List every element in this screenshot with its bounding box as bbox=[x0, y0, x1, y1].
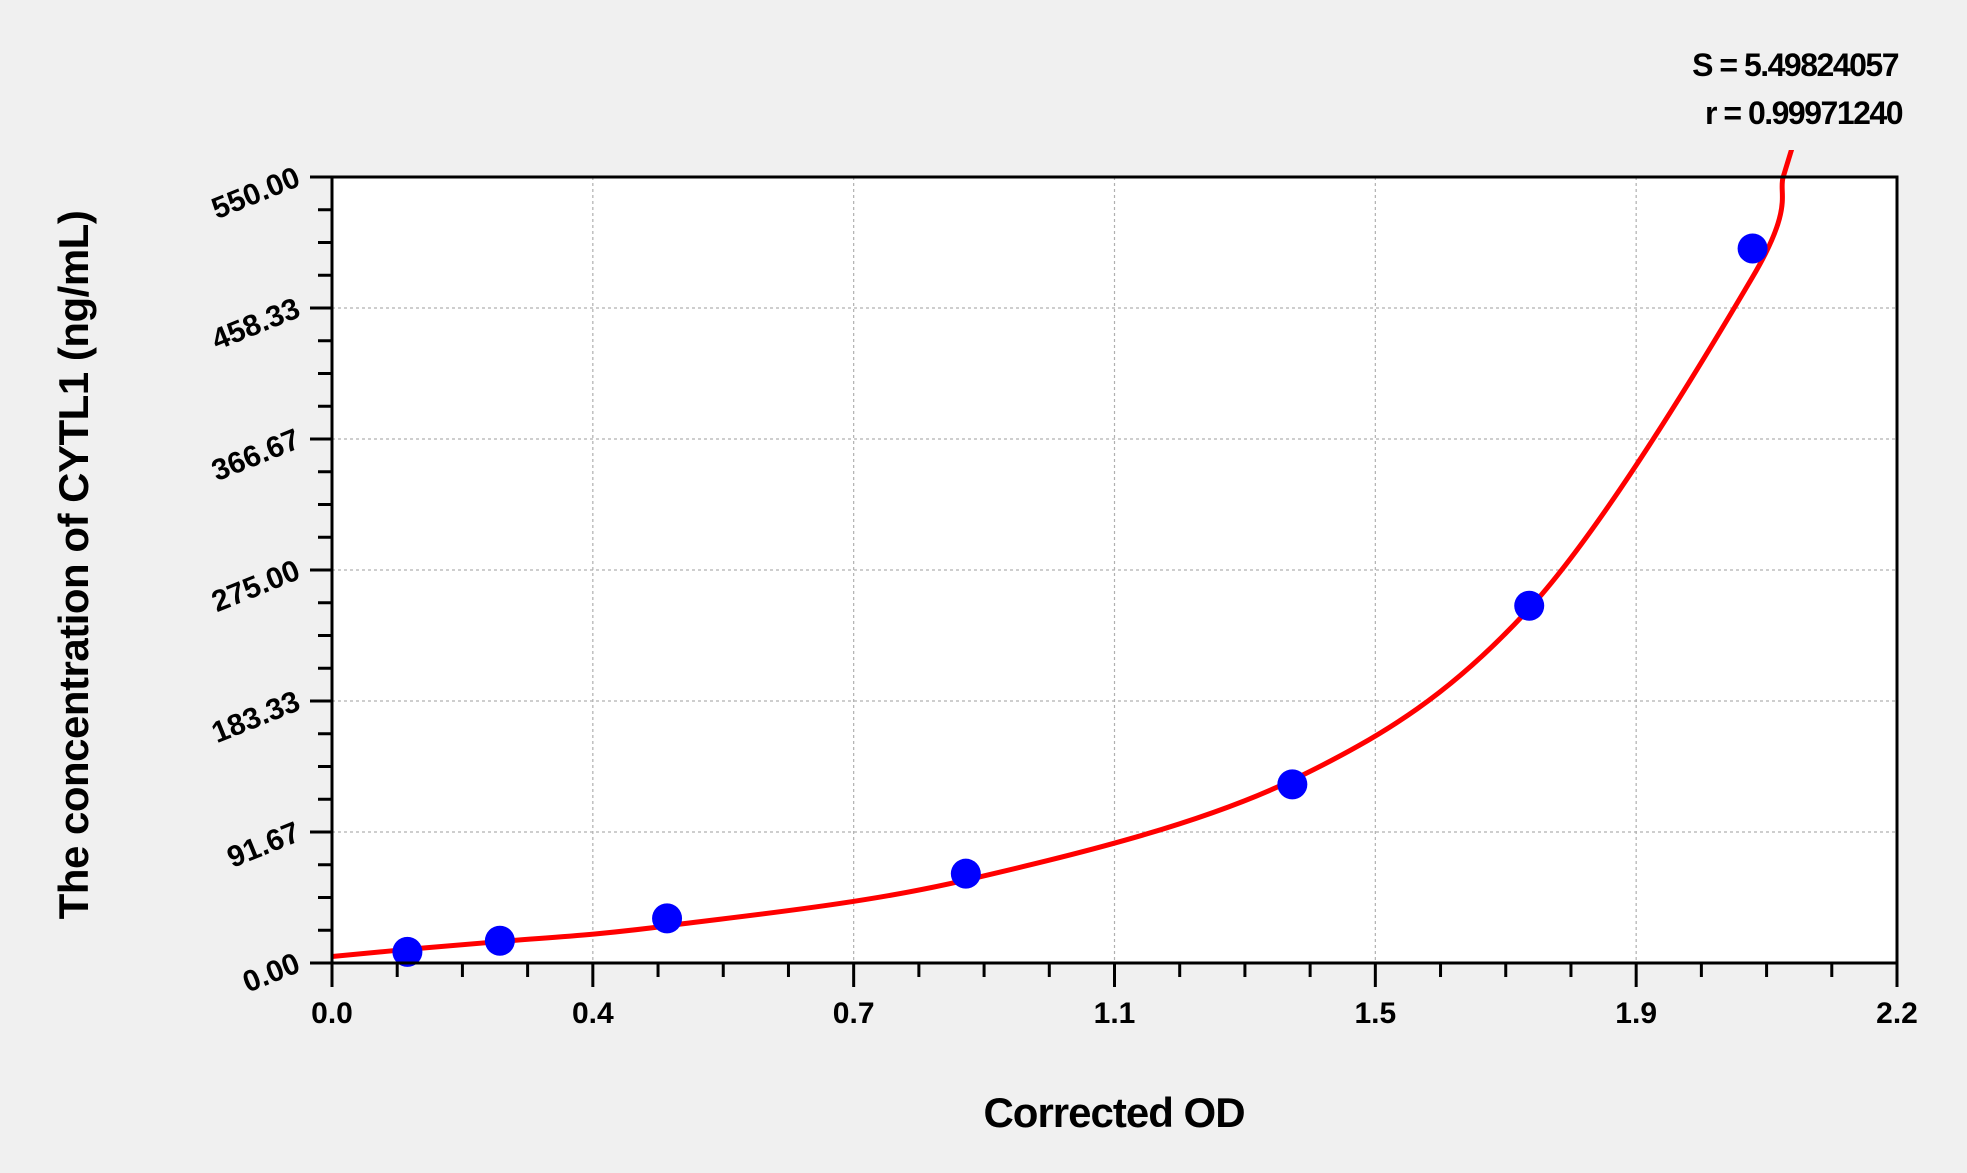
data-point bbox=[484, 925, 515, 956]
x-tick-label: 0.7 bbox=[833, 997, 875, 1030]
x-tick-label: 1.5 bbox=[1354, 997, 1396, 1030]
grid bbox=[332, 177, 1897, 963]
data-point bbox=[1277, 769, 1308, 800]
data-points bbox=[392, 233, 1768, 967]
y-tick-label: 458.33 bbox=[207, 292, 304, 357]
data-point bbox=[950, 858, 981, 889]
plot-frame bbox=[330, 175, 1899, 965]
data-point bbox=[392, 936, 423, 967]
y-tick-label: 91.67 bbox=[223, 816, 305, 875]
y-tick-label: 366.67 bbox=[207, 423, 304, 488]
y-tick-label: 183.33 bbox=[207, 685, 304, 750]
x-tick-label: 2.2 bbox=[1876, 997, 1918, 1030]
x-tick-label: 0.4 bbox=[572, 997, 614, 1030]
x-tick-label: 1.9 bbox=[1615, 997, 1657, 1030]
data-point bbox=[652, 903, 683, 934]
stats-s: S = 5.49824057 bbox=[1692, 47, 1899, 83]
x-axis-label: Corrected OD bbox=[983, 1089, 1244, 1136]
x-tick-label: 0.0 bbox=[311, 997, 353, 1030]
ticks bbox=[310, 175, 1899, 987]
data-point bbox=[1737, 233, 1768, 264]
y-tick-label: 550.00 bbox=[207, 161, 304, 226]
stats-r: r = 0.99971240 bbox=[1705, 95, 1903, 131]
y-axis-label: The concentration of CYTL1 (ng/mL) bbox=[50, 211, 97, 920]
x-tick-labels: 0.0 0.4 0.7 1.1 1.5 1.9 2.2 bbox=[311, 997, 1918, 1030]
y-tick-labels: 0.00 91.67 183.33 275.00 366.67 458.33 550.00 bbox=[207, 161, 304, 999]
x-tick-label: 1.1 bbox=[1094, 997, 1136, 1030]
y-tick-label: 275.00 bbox=[207, 554, 304, 619]
data-point bbox=[1514, 590, 1545, 621]
y-tick-label: 0.00 bbox=[238, 947, 305, 999]
